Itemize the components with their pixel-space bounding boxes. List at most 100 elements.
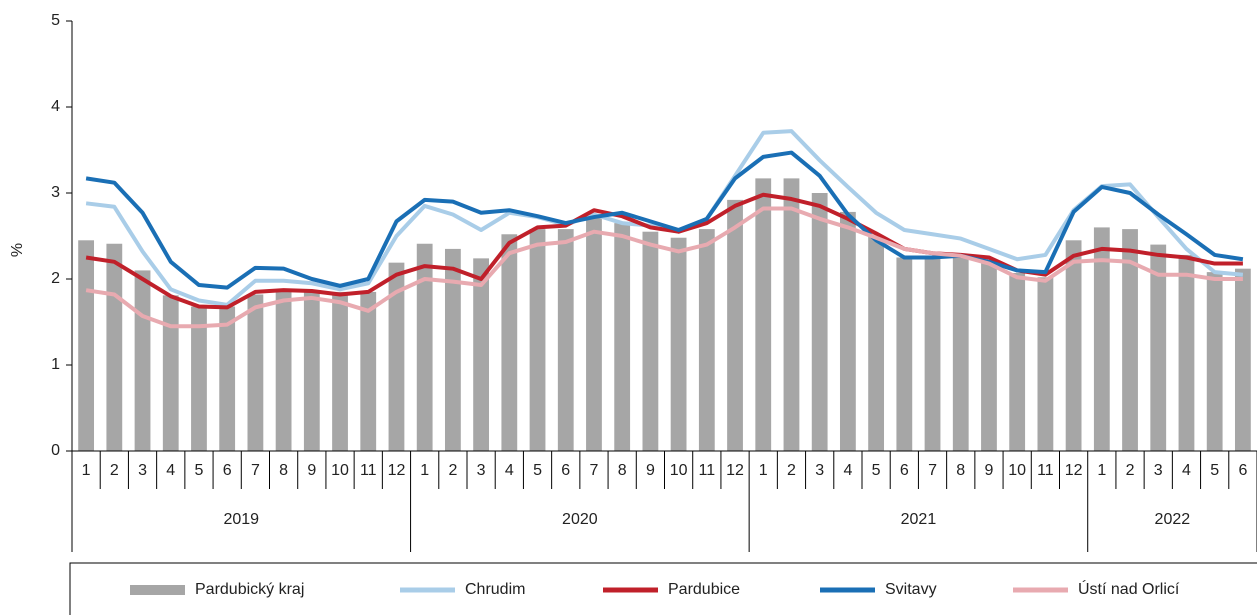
line	[85, 206, 1243, 329]
bar	[247, 294, 264, 451]
x-tick-label: 4	[505, 462, 514, 479]
bar	[303, 291, 320, 451]
x-tick-label: 4	[843, 462, 852, 479]
legend-label: Ústí nad Orlicí	[1078, 579, 1180, 598]
bar	[896, 257, 913, 451]
x-tick-label: 3	[477, 462, 486, 479]
x-tick-label: 2	[448, 462, 457, 479]
x-tick-label: 2	[787, 462, 796, 479]
x-tick-label: 5	[872, 462, 881, 479]
x-tick-label: 8	[956, 462, 965, 479]
bar	[924, 257, 941, 451]
y-tick-label: 0	[51, 442, 60, 459]
bar	[191, 306, 207, 451]
x-tick-label: 7	[928, 462, 937, 479]
bar	[557, 229, 574, 451]
year-label: 2021	[901, 511, 937, 528]
x-tick-label: 6	[1238, 462, 1247, 479]
bar	[332, 291, 348, 451]
bar	[106, 243, 123, 451]
bar	[473, 258, 490, 451]
x-tick-label: 1	[420, 462, 429, 479]
bar	[529, 229, 546, 451]
y-tick-label: 2	[51, 270, 60, 287]
x-tick-label: 5	[1210, 462, 1219, 479]
x-tick-label: 3	[138, 462, 147, 479]
x-tick-label: 6	[561, 462, 570, 479]
y-tick-label: 4	[51, 98, 60, 115]
x-tick-label: 4	[1182, 462, 1191, 479]
x-tick-label: 7	[251, 462, 260, 479]
x-tick-label: 7	[590, 462, 599, 479]
bar	[360, 291, 377, 451]
bar	[1206, 272, 1223, 451]
x-tick-label: 8	[618, 462, 627, 479]
bar	[727, 199, 743, 451]
x-tick-label: 3	[1154, 462, 1163, 479]
x-tick-label: 1	[759, 462, 768, 479]
bar	[134, 270, 151, 451]
bar	[1122, 229, 1138, 451]
x-tick-label: 11	[360, 462, 377, 479]
legend-swatch	[130, 585, 185, 595]
bar	[811, 193, 828, 451]
x-tick-label: 10	[1008, 462, 1026, 479]
x-tick-label: 11	[699, 462, 716, 479]
bar	[981, 263, 997, 451]
line	[85, 150, 1244, 290]
x-tick-label: 4	[166, 462, 175, 479]
bar	[868, 236, 885, 451]
x-tick-label: 1	[82, 462, 91, 479]
x-tick-label: 6	[223, 462, 232, 479]
line	[85, 192, 1243, 310]
legend-label: Chrudim	[465, 581, 525, 598]
bar	[755, 178, 772, 451]
bar	[614, 223, 631, 451]
legend-box	[69, 562, 1257, 615]
y-tick-label: 1	[51, 356, 60, 373]
x-tick-label: 1	[1097, 462, 1106, 479]
x-tick-label: 12	[388, 462, 406, 479]
bar	[670, 237, 687, 451]
bar	[1150, 244, 1167, 451]
bar	[1234, 268, 1251, 451]
bar	[698, 229, 715, 451]
y-tick-label: 5	[51, 12, 60, 29]
x-tick-label: 11	[1037, 462, 1054, 479]
year-label: 2022	[1155, 511, 1191, 528]
year-label: 2019	[223, 511, 259, 528]
bar	[1178, 254, 1195, 451]
x-tick-label: 9	[307, 462, 316, 479]
bar	[219, 306, 236, 451]
x-tick-label: 6	[900, 462, 909, 479]
x-tick-label: 12	[726, 462, 744, 479]
x-tick-label: 10	[331, 462, 349, 479]
bar	[78, 240, 95, 451]
x-tick-label: 2	[1126, 462, 1135, 479]
bar	[162, 295, 179, 451]
bar	[839, 211, 856, 451]
x-tick-label: 10	[670, 462, 688, 479]
bar	[783, 178, 800, 451]
year-label: 2020	[562, 511, 598, 528]
bar	[586, 217, 602, 451]
legend-label: Pardubický kraj	[195, 581, 304, 598]
bar	[275, 291, 292, 451]
bar	[388, 262, 405, 451]
bar	[501, 234, 518, 451]
bar	[1065, 240, 1082, 451]
x-tick-label: 5	[195, 462, 204, 479]
bar	[1009, 272, 1026, 451]
y-tick-label: 3	[51, 184, 60, 201]
bar	[416, 243, 433, 451]
x-tick-label: 2	[110, 462, 119, 479]
bar	[1037, 277, 1054, 451]
legend-label: Svitavy	[885, 581, 937, 598]
x-tick-label: 5	[533, 462, 542, 479]
bar	[1093, 227, 1110, 451]
bar	[952, 257, 969, 451]
y-axis-label: %	[9, 243, 26, 257]
bar	[444, 248, 461, 451]
x-tick-label: 9	[646, 462, 655, 479]
